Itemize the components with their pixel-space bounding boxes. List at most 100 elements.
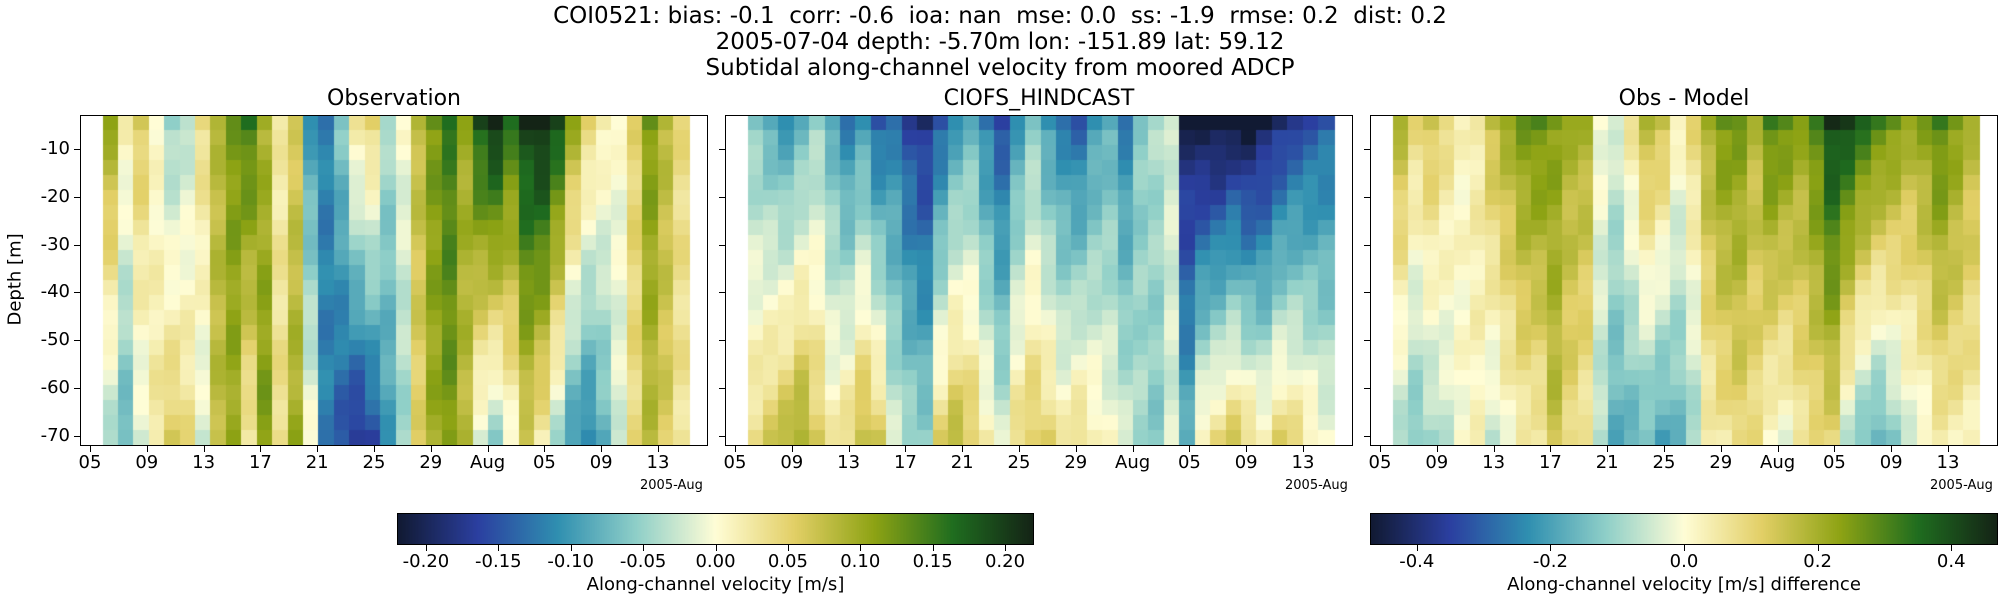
x-tick-mark [487, 446, 489, 452]
y-tick-mark [719, 340, 725, 342]
x-tick-label: Aug [470, 452, 506, 473]
y-tick-mark [1364, 388, 1370, 390]
y-tick-mark [74, 340, 80, 342]
colorbar-tick-mark [643, 545, 645, 551]
x-tick-label: 09 [1234, 452, 1258, 473]
y-tick-mark [719, 436, 725, 438]
x-tick-mark [203, 446, 205, 452]
x-tick-label: Aug [1760, 452, 1796, 473]
y-tick-mark [74, 244, 80, 246]
colorbar-tick-mark [715, 545, 717, 551]
x-tick-label: 05 [723, 452, 747, 473]
x-tick-mark [1834, 446, 1836, 452]
colorbar-tick-label: 0.4 [1936, 551, 1966, 572]
x-tick-label: 29 [419, 452, 443, 473]
heatmap-observation-canvas [81, 116, 707, 445]
heatmap-model [725, 115, 1353, 446]
y-tick-mark [74, 436, 80, 438]
x-tick-mark [601, 446, 603, 452]
colorbar-tick-label: 0.2 [1803, 551, 1832, 572]
colorbar-tick-label: -0.4 [1399, 551, 1435, 572]
x-tick-label: 25 [1652, 452, 1676, 473]
x-offset-label: 2005-Aug [1285, 478, 1348, 493]
y-tick-mark [74, 292, 80, 294]
x-tick-mark [905, 446, 907, 452]
x-tick-label: 21 [1595, 452, 1619, 473]
colorbar-difference-label: Along-channel velocity [m/s] difference [1507, 574, 1861, 595]
x-tick-mark [1550, 446, 1552, 452]
x-tick-mark [1189, 446, 1191, 452]
y-tick-mark [719, 292, 725, 294]
x-tick-label: 13 [646, 452, 670, 473]
panel-title-model: CIOFS_HINDCAST [943, 86, 1135, 111]
colorbar-tick-mark [1817, 545, 1819, 551]
y-tick-mark [74, 196, 80, 198]
colorbar-tick-label: -0.15 [475, 551, 522, 572]
y-tick-label: -10 [40, 137, 70, 159]
figure-title-line3: Subtidal along-channel velocity from moo… [705, 55, 1295, 81]
x-tick-mark [658, 446, 659, 452]
y-tick-mark [1364, 292, 1370, 294]
colorbar-tick-mark [498, 545, 500, 551]
x-tick-label: 09 [1879, 452, 1903, 473]
colorbar-tick-label: 0.10 [840, 551, 881, 572]
colorbar-tick-label: 0.15 [912, 551, 953, 572]
x-tick-label: 13 [1291, 452, 1315, 473]
x-tick-mark [90, 446, 91, 452]
colorbar-velocity-label: Along-channel velocity [m/s] [586, 574, 845, 595]
x-tick-label: 17 [248, 452, 272, 473]
y-tick-mark [74, 148, 80, 150]
y-tick-label: -40 [40, 281, 70, 303]
y-tick-label: -70 [40, 425, 70, 447]
colorbar-difference [1370, 513, 1998, 545]
x-tick-label: 13 [192, 452, 216, 473]
x-tick-mark [1720, 446, 1722, 452]
x-tick-mark [1493, 446, 1495, 452]
colorbar-tick-label: 0.20 [984, 551, 1026, 572]
colorbar-tick-label: 0.0 [1669, 551, 1699, 572]
figure-title-line2: 2005-07-04 depth: -5.70m lon: -151.89 la… [715, 29, 1285, 55]
y-tick-mark [1364, 196, 1370, 198]
x-tick-label: 13 [837, 452, 861, 473]
x-offset-label: 2005-Aug [640, 478, 703, 493]
colorbar-tick-mark [1684, 545, 1685, 551]
x-tick-mark [1664, 446, 1665, 452]
x-tick-mark [374, 446, 375, 452]
x-offset-label: 2005-Aug [1930, 478, 1993, 493]
y-tick-mark [719, 388, 725, 390]
colorbar-tick-mark [1005, 545, 1007, 551]
colorbar-tick-label: -0.05 [619, 551, 667, 572]
x-tick-label: 05 [1177, 452, 1201, 473]
x-tick-label: 17 [893, 452, 917, 473]
colorbar-tick-label: -0.20 [402, 551, 450, 572]
x-tick-label: 25 [362, 452, 386, 473]
heatmap-difference [1370, 115, 1998, 446]
y-tick-mark [1364, 244, 1370, 246]
x-tick-mark [1948, 446, 1949, 452]
x-tick-label: 21 [305, 452, 329, 473]
x-tick-mark [1246, 446, 1248, 452]
x-tick-label: 21 [950, 452, 974, 473]
x-tick-mark [430, 446, 432, 452]
colorbar-tick-mark [860, 545, 862, 551]
x-tick-label: 09 [589, 452, 613, 473]
colorbar-tick-mark [425, 545, 427, 551]
x-tick-mark [260, 446, 262, 452]
y-tick-label: -60 [40, 377, 70, 399]
colorbar-velocity-gradient [398, 514, 1033, 544]
x-tick-mark [962, 446, 964, 452]
figure-title-line1: COI0521: bias: -0.1 corr: -0.6 ioa: nan … [553, 3, 1447, 29]
y-tick-mark [1364, 148, 1370, 150]
x-tick-mark [1132, 446, 1134, 452]
heatmap-model-canvas [726, 116, 1352, 445]
colorbar-tick-label: 0.00 [695, 551, 736, 572]
x-tick-mark [1019, 446, 1020, 452]
x-tick-label: 05 [532, 452, 556, 473]
x-tick-mark [848, 446, 850, 452]
x-tick-label: 05 [1822, 452, 1846, 473]
x-tick-mark [146, 446, 148, 452]
x-tick-label: Aug [1115, 452, 1151, 473]
x-tick-mark [317, 446, 319, 452]
panel-title-observation: Observation [327, 86, 461, 111]
y-tick-mark [1364, 436, 1370, 438]
